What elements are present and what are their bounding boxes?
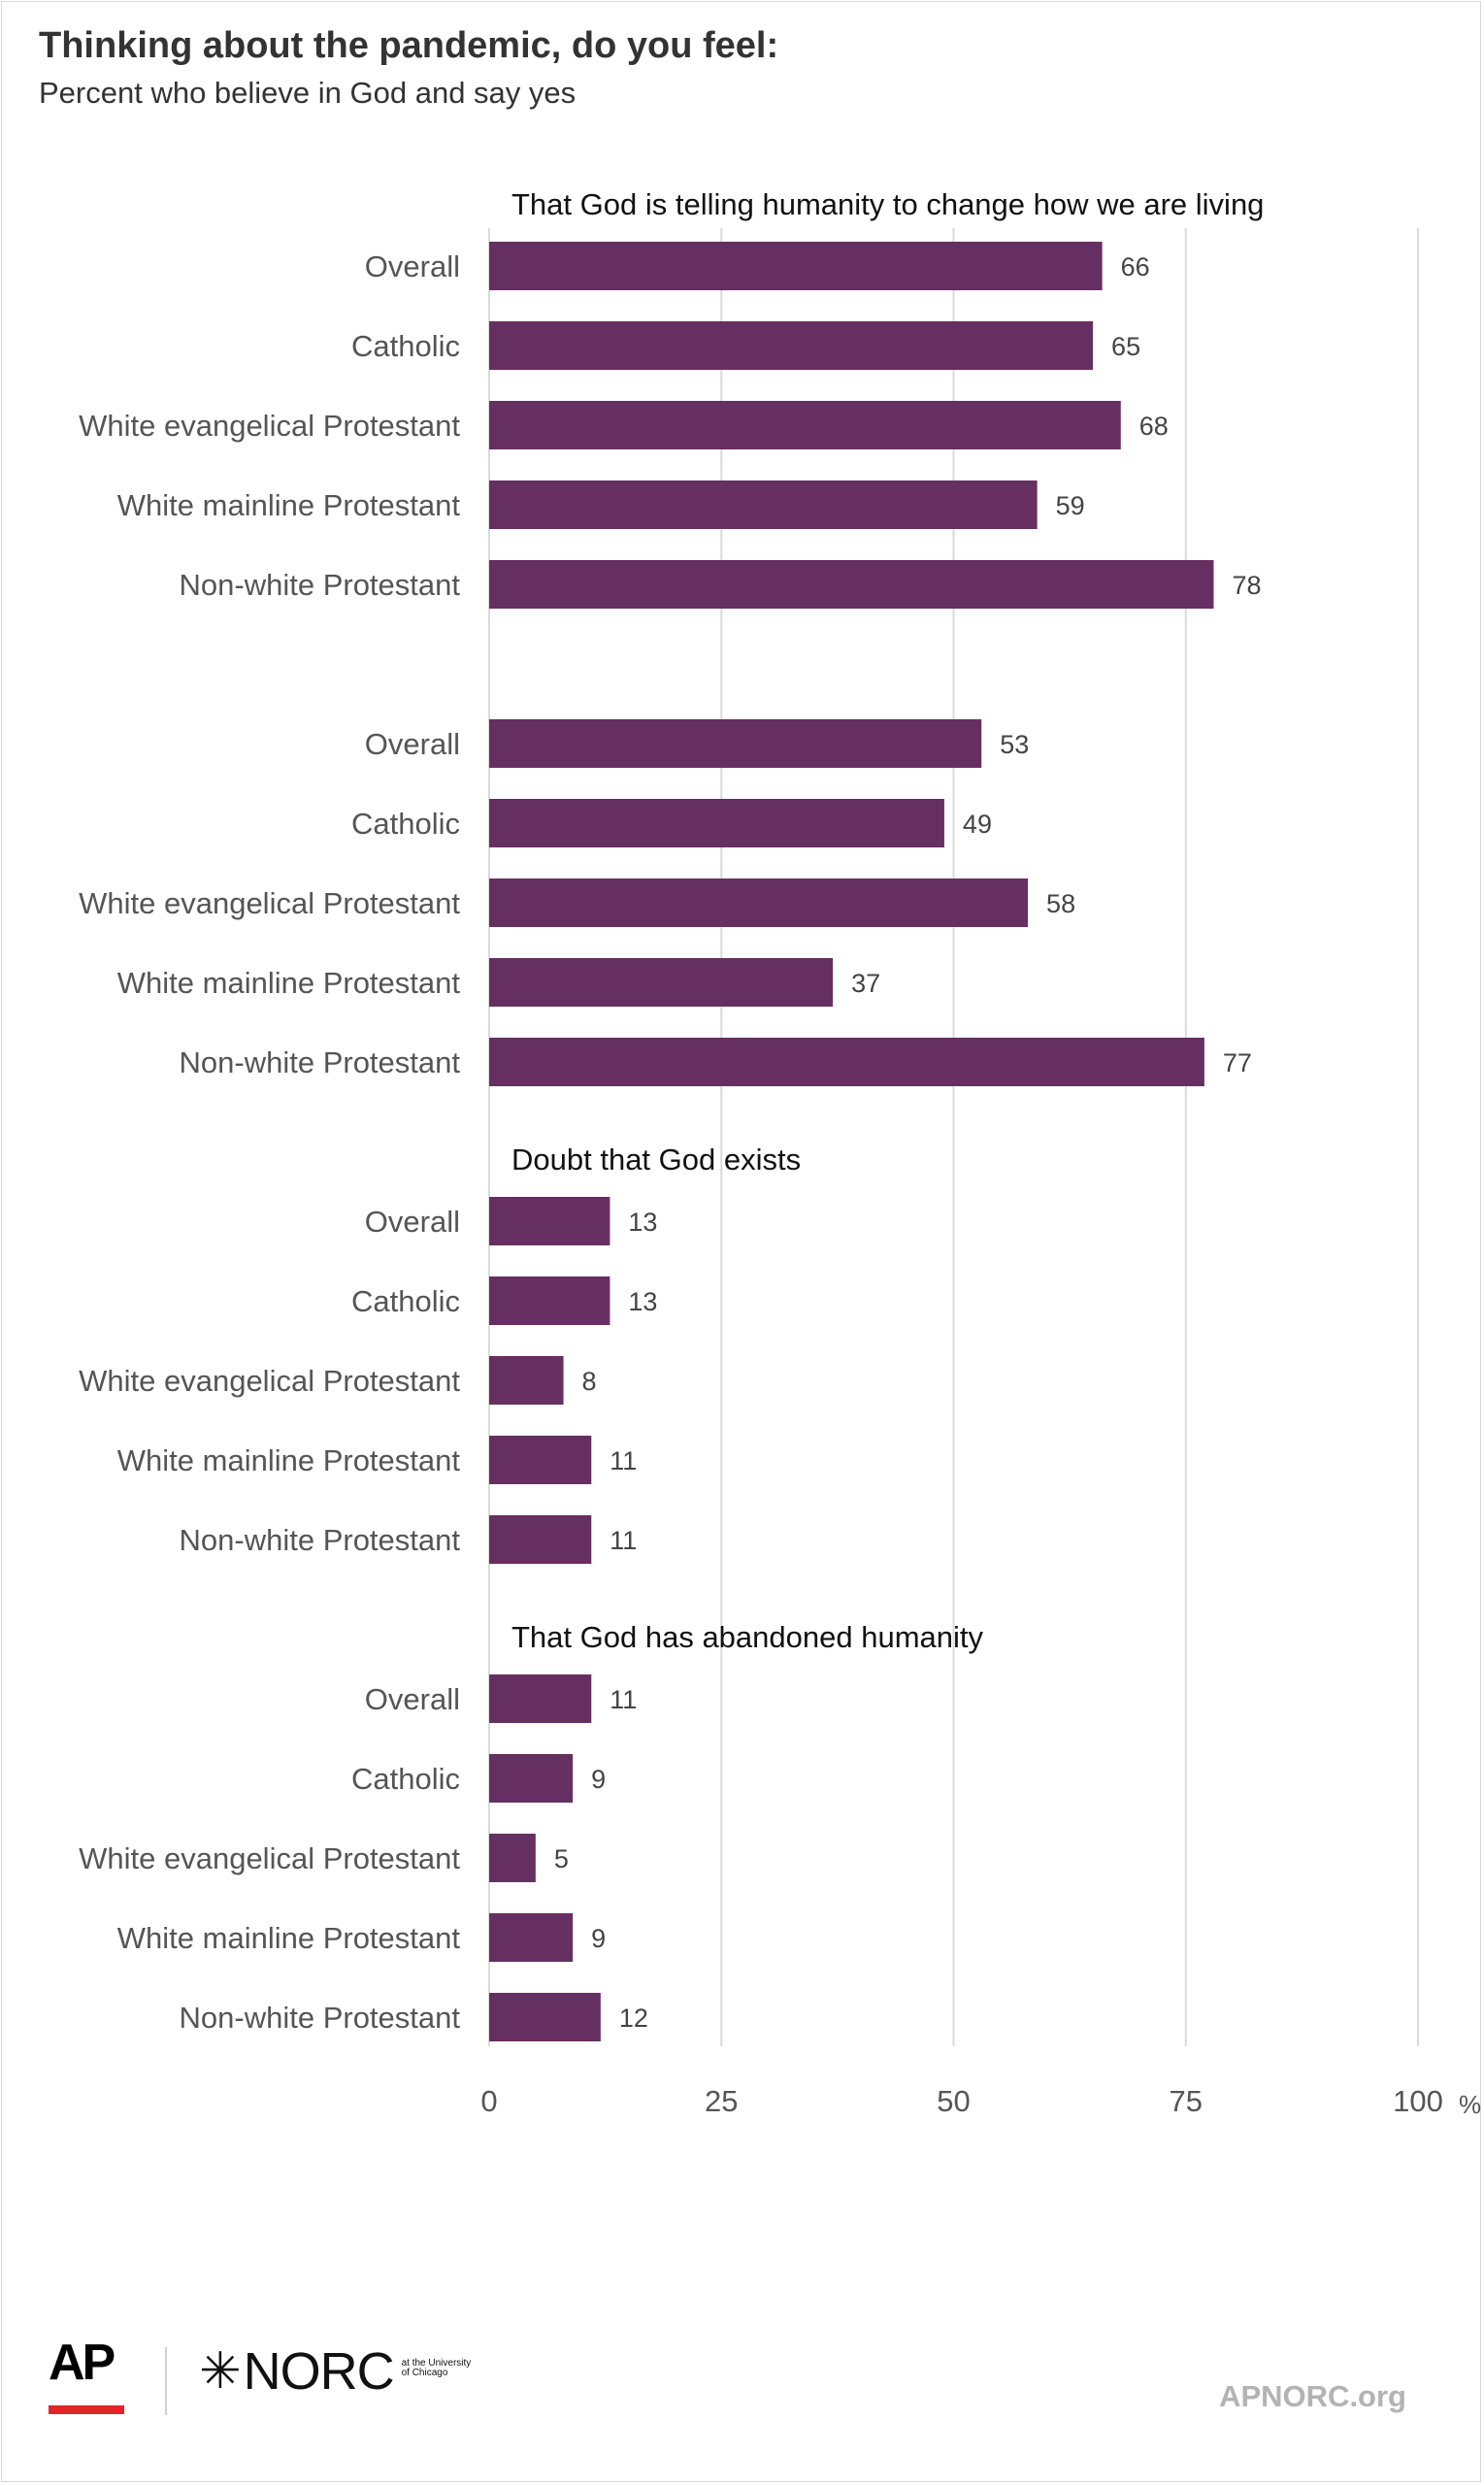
- data-label: 13: [628, 1287, 657, 1316]
- category-label: Catholic: [351, 807, 460, 841]
- category-label: White mainline Protestant: [117, 1443, 461, 1477]
- ap-logo[interactable]: AP: [49, 2337, 124, 2415]
- category-label: White mainline Protestant: [117, 488, 461, 522]
- norc-logo[interactable]: ✳ NORC at the University of Chicago: [199, 2337, 479, 2405]
- data-label: 11: [610, 1446, 637, 1475]
- ap-logo-text: AP: [49, 2335, 115, 2391]
- norc-affiliation: at the University of Chicago: [401, 2357, 472, 2378]
- category-label: White evangelical Protestant: [79, 1841, 460, 1875]
- bar: [489, 1197, 610, 1245]
- category-label: White evangelical Protestant: [79, 409, 460, 443]
- bar: [489, 799, 944, 847]
- category-label: White mainline Protestant: [117, 966, 461, 1000]
- category-label: White evangelical Protestant: [79, 1364, 460, 1398]
- data-label: 49: [963, 810, 992, 839]
- data-label: 59: [1056, 491, 1085, 520]
- category-label: Overall: [365, 1682, 460, 1716]
- bar: [489, 1276, 610, 1325]
- data-label: 68: [1139, 412, 1169, 441]
- category-label: Catholic: [351, 1284, 460, 1318]
- bar: [489, 1754, 574, 1803]
- data-label: 12: [619, 2004, 648, 2033]
- data-label: 11: [610, 1526, 637, 1555]
- tick-label: 25: [705, 2084, 738, 2118]
- bar: [489, 1038, 1204, 1086]
- data-label: 13: [628, 1208, 657, 1237]
- bar: [489, 401, 1121, 449]
- data-label: 78: [1232, 571, 1261, 600]
- bar-group-1: That God is telling humanity to change h…: [79, 187, 1264, 609]
- norc-star-icon: ✳: [199, 2343, 242, 2400]
- norc-logo-text: NORC: [243, 2342, 395, 2401]
- bar: [489, 1436, 592, 1484]
- bar: [489, 878, 1029, 927]
- bar: [489, 480, 1038, 529]
- category-label: White mainline Protestant: [117, 1921, 461, 1955]
- tick-label: 100: [1393, 2084, 1443, 2118]
- bar: [489, 560, 1214, 609]
- bar: [489, 1993, 601, 2041]
- data-label: 58: [1046, 889, 1075, 918]
- x-axis: 0 25 50 75 100%: [480, 2084, 1481, 2119]
- group-heading: That God has abandoned humanity: [511, 1620, 984, 1654]
- ap-logo-accent-bar: [49, 2405, 124, 2414]
- bar-group-2: Overall 53 Catholic 49 White evangelical Pro…: [79, 719, 1252, 1086]
- tick-label: 50: [937, 2084, 970, 2118]
- tick-label: 0: [480, 2084, 497, 2118]
- axis-unit-label: %: [1459, 2090, 1481, 2119]
- group-heading: Doubt that God exists: [511, 1143, 801, 1176]
- data-label: 77: [1223, 1048, 1252, 1077]
- data-label: 65: [1111, 332, 1140, 361]
- tick-label: 75: [1170, 2084, 1203, 2118]
- bar: [489, 1674, 592, 1723]
- category-label: Overall: [365, 249, 460, 283]
- data-label: 8: [582, 1367, 597, 1396]
- bar: [489, 242, 1103, 290]
- chart-subtitle: Percent who believe in God and say yes: [39, 76, 577, 110]
- category-label: Catholic: [351, 1762, 460, 1796]
- data-label: 53: [1000, 730, 1029, 759]
- logo-divider: [165, 2347, 167, 2415]
- group-heading: That God is telling humanity to change h…: [511, 187, 1264, 221]
- data-label: 9: [591, 1765, 606, 1794]
- data-label: 66: [1121, 252, 1150, 282]
- category-label: Non-white Protestant: [180, 1045, 461, 1079]
- data-label: 37: [851, 969, 880, 998]
- category-label: Non-white Protestant: [180, 2001, 461, 2035]
- gridlines: [488, 228, 1419, 2046]
- data-label: 5: [554, 1844, 569, 1873]
- bar: [489, 1515, 592, 1564]
- category-label: Overall: [365, 1205, 460, 1239]
- category-label: Overall: [365, 727, 460, 761]
- category-label: White evangelical Protestant: [79, 886, 460, 920]
- category-label: Non-white Protestant: [180, 1523, 461, 1557]
- data-label: 9: [591, 1924, 606, 1953]
- category-label: Non-white Protestant: [180, 568, 461, 602]
- bar: [489, 1356, 564, 1405]
- category-label: Catholic: [351, 329, 460, 363]
- bar-chart: That God is telling humanity to change h…: [79, 187, 1481, 2119]
- bar: [489, 1834, 536, 1882]
- bar-group-3: Doubt that God exists Overall 13 Catholic 13…: [79, 1143, 801, 1564]
- bar: [489, 321, 1094, 370]
- data-label: 11: [610, 1685, 637, 1714]
- bar: [489, 958, 834, 1007]
- bar: [489, 719, 982, 768]
- bar: [489, 1913, 574, 1962]
- chart-title: Thinking about the pandemic, do you feel…: [39, 25, 779, 66]
- bar-group-4: That God has abandoned humanity Overall 11…: [79, 1620, 984, 2041]
- footer-url[interactable]: APNORC.org: [1219, 2379, 1406, 2413]
